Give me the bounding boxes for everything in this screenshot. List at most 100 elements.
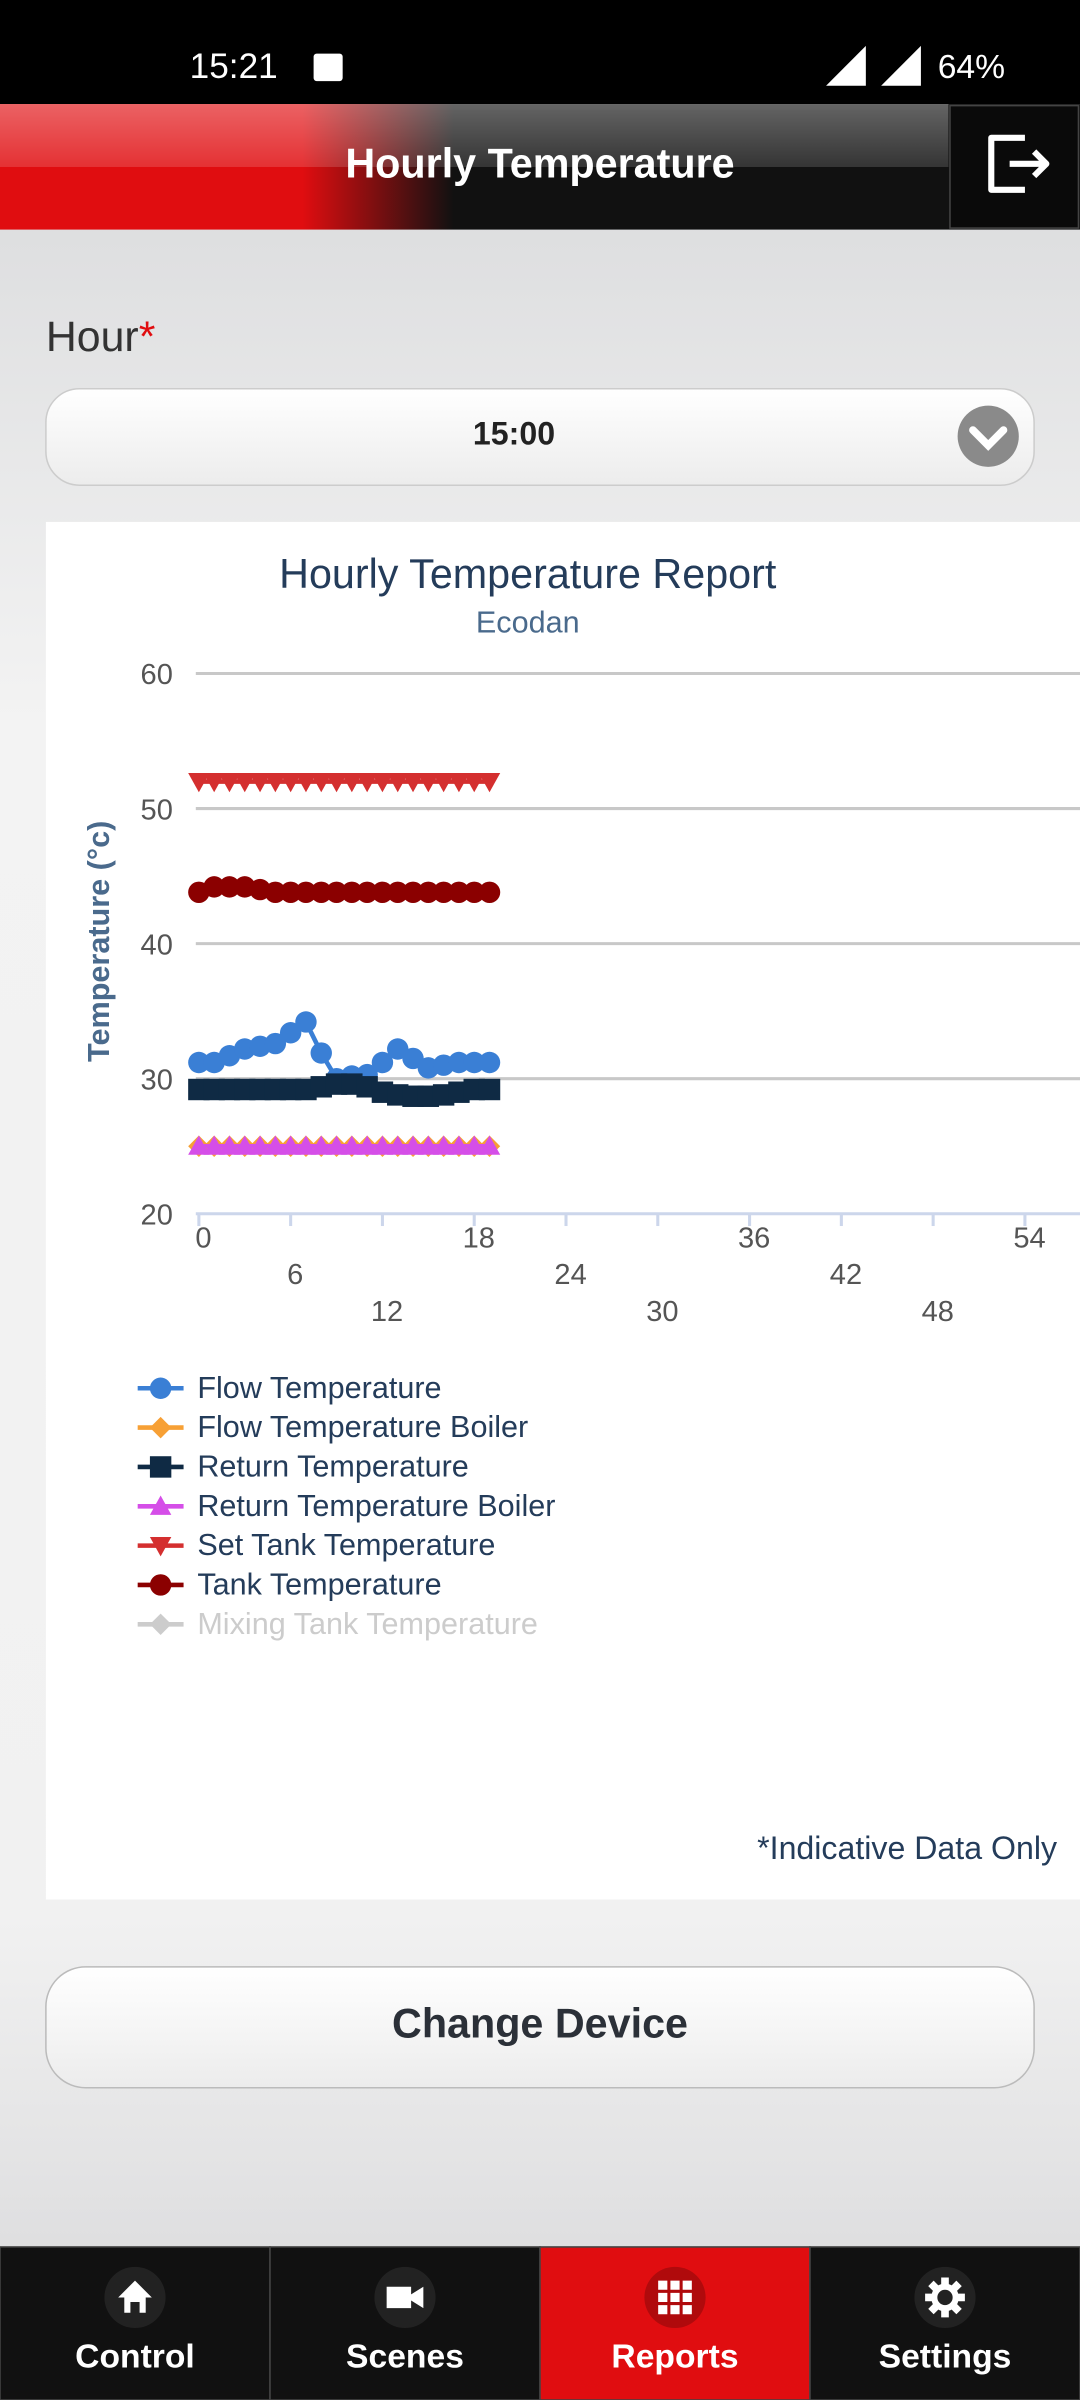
legend-label[interactable]: Flow Temperature <box>197 1371 441 1405</box>
required-mark: * <box>139 313 156 361</box>
nav-icon <box>931 2283 959 2312</box>
chart-title: Hourly Temperature Report <box>279 551 777 597</box>
point <box>218 772 241 793</box>
hour-select[interactable] <box>45 388 1035 486</box>
chart-card <box>45 521 1080 1900</box>
y-tick-label: 50 <box>141 794 173 826</box>
point <box>310 1135 332 1155</box>
point <box>402 1135 424 1155</box>
logout-icon <box>988 134 1050 193</box>
point <box>387 772 409 793</box>
point <box>149 1537 172 1557</box>
legend-label[interactable]: Mixing Tank Temperature <box>197 1607 538 1641</box>
x-tick-label: 42 <box>830 1259 862 1291</box>
point <box>249 772 271 793</box>
legend-label[interactable]: Tank Temperature <box>197 1568 441 1602</box>
point <box>478 772 501 793</box>
chart-subtitle: Ecodan <box>476 606 580 640</box>
gallery-icon <box>313 53 343 82</box>
y-axis-label: Temperature (°c) <box>82 821 116 1062</box>
x-tick-label: 24 <box>554 1259 586 1291</box>
point <box>149 1416 172 1439</box>
point <box>279 772 302 793</box>
point <box>448 1135 470 1155</box>
nav-icon <box>118 2280 152 2313</box>
point <box>402 1047 424 1070</box>
point <box>325 772 348 793</box>
x-tick-label: 54 <box>1013 1222 1045 1254</box>
point <box>402 772 424 793</box>
battery: 64% <box>938 49 1005 86</box>
point <box>417 881 440 904</box>
point <box>325 1135 348 1155</box>
select-value: 15:00 <box>473 416 555 452</box>
point <box>264 772 287 793</box>
point <box>417 772 440 793</box>
point <box>448 1051 470 1074</box>
point <box>417 1135 440 1155</box>
nav-label: Scenes <box>346 2339 464 2376</box>
point <box>264 1032 287 1055</box>
x-tick-label: 48 <box>922 1296 954 1328</box>
point <box>264 1135 287 1155</box>
point <box>356 772 378 793</box>
point <box>478 1051 501 1074</box>
point <box>234 772 256 793</box>
x-tick-label: 12 <box>371 1296 403 1328</box>
point <box>478 1078 501 1101</box>
point <box>448 772 470 793</box>
point <box>463 1135 485 1155</box>
point <box>203 1135 225 1155</box>
point <box>249 1135 271 1155</box>
point <box>310 881 332 904</box>
point <box>188 1135 210 1155</box>
point <box>279 1135 302 1155</box>
button-label: Change Device <box>392 2000 688 2046</box>
legend-label[interactable]: Return Temperature Boiler <box>197 1489 555 1523</box>
y-tick-label: 20 <box>141 1200 173 1232</box>
point <box>448 881 470 904</box>
change-device-button[interactable] <box>45 1966 1035 2089</box>
nav-icon <box>658 2280 692 2315</box>
signal-icon <box>826 45 866 86</box>
legend-label[interactable]: Flow Temperature Boiler <box>197 1410 528 1444</box>
point <box>279 881 302 904</box>
point <box>149 1495 172 1515</box>
point <box>463 881 485 904</box>
point <box>149 1574 172 1596</box>
nav-label: Settings <box>879 2339 1012 2376</box>
point <box>371 1051 394 1074</box>
x-tick-label: 0 <box>195 1222 211 1254</box>
point <box>356 881 378 904</box>
point <box>203 876 225 898</box>
point <box>264 881 287 904</box>
point <box>341 772 363 793</box>
x-tick-label: 6 <box>287 1259 303 1291</box>
point <box>341 881 363 904</box>
label-text: Hour <box>46 313 139 361</box>
footnote: *Indicative Data Only <box>757 1830 1057 1866</box>
clock: 15:21 <box>190 47 278 86</box>
point <box>203 772 225 793</box>
point <box>387 1135 409 1155</box>
point <box>295 881 317 904</box>
point <box>295 1011 317 1033</box>
bottom-nav: Control Scenes Reports Settings <box>0 2246 1080 2400</box>
nav-icon-bg <box>914 2266 976 2329</box>
chevron <box>969 426 1008 451</box>
plot: 20 30 40 50 60 0 6 12 18 24 30 36 42 48 54 Flow Tempera… <box>137 659 1080 1641</box>
point <box>310 1042 332 1064</box>
point <box>234 1135 256 1155</box>
header-title: Hourly Temperature <box>345 141 734 187</box>
point <box>371 772 394 793</box>
point <box>341 1135 363 1155</box>
point <box>463 1051 485 1074</box>
point <box>310 772 332 793</box>
point <box>387 881 409 904</box>
legend-label[interactable]: Set Tank Temperature <box>197 1528 495 1562</box>
legend-label[interactable]: Return Temperature <box>197 1450 468 1484</box>
point <box>463 772 485 793</box>
status-bar <box>0 0 1080 105</box>
point <box>478 881 501 904</box>
